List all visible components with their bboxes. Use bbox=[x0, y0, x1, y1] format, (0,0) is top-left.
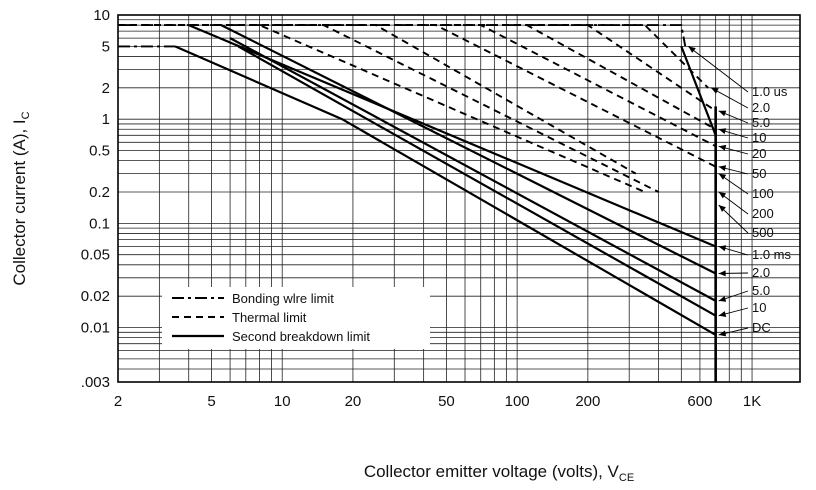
y-tick-label: 1 bbox=[102, 111, 110, 128]
label-arrowhead bbox=[718, 128, 727, 134]
label-arrowhead bbox=[718, 205, 726, 212]
curve-label: 5.0 bbox=[752, 115, 770, 130]
label-arrowhead bbox=[718, 110, 727, 117]
curve-line bbox=[118, 24, 717, 148]
x-axis-title: Collector emitter voltage (volts), VCE bbox=[364, 462, 634, 484]
x-axis-title-sub: CE bbox=[619, 472, 634, 484]
x-tick-label: 5 bbox=[207, 393, 215, 410]
label-arrowhead bbox=[688, 46, 696, 53]
y-tick-label: 0.5 bbox=[89, 143, 110, 160]
curve-line bbox=[220, 24, 717, 275]
curve-line bbox=[174, 45, 717, 336]
label-arrowhead bbox=[718, 173, 727, 180]
curve-label: DC bbox=[752, 320, 771, 335]
curve-line bbox=[229, 37, 717, 302]
legend-label: Bonding wlre limit bbox=[232, 291, 334, 306]
curve-line bbox=[118, 24, 660, 193]
y-axis-title: Collector current (A), IC bbox=[10, 111, 32, 285]
curve-label: 500 bbox=[752, 225, 774, 240]
y-tick-label: 10 bbox=[93, 7, 110, 24]
y-tick-label: 0.1 bbox=[89, 215, 110, 232]
curve-line bbox=[118, 24, 717, 168]
label-arrows bbox=[688, 46, 749, 337]
curve-line bbox=[118, 24, 687, 47]
legend-items: Bonding wlre limit Thermal limit Second br… bbox=[172, 291, 370, 344]
x-tick-label: 200 bbox=[575, 393, 600, 410]
y-tick-label: 0.05 bbox=[81, 247, 110, 264]
label-arrowhead bbox=[718, 330, 727, 337]
label-arrowhead bbox=[718, 311, 727, 317]
y-tick-labels: 10 5 2 1 0.5 0.2 0.1 0.05 0.02 0.01 .003 bbox=[81, 7, 110, 391]
curve-label: 50 bbox=[752, 166, 766, 181]
y-tick-label: 2 bbox=[102, 80, 110, 97]
curve-line bbox=[118, 24, 646, 193]
x-tick-labels: 2 5 10 20 50 100 200 600 1K bbox=[114, 393, 761, 410]
x-tick-label: 600 bbox=[687, 393, 712, 410]
y-tick-label: 0.2 bbox=[89, 184, 110, 201]
curve-label: 200 bbox=[752, 206, 774, 221]
label-arrowhead bbox=[718, 270, 726, 277]
curve-label: 10 bbox=[752, 130, 766, 145]
label-arrowhead bbox=[718, 144, 727, 151]
label-arrowhead bbox=[718, 165, 727, 172]
label-arrowhead bbox=[718, 296, 727, 302]
label-arrowhead bbox=[718, 191, 727, 199]
y-tick-label: .003 bbox=[81, 374, 110, 391]
curve-label: 10 bbox=[752, 300, 766, 315]
curve-line bbox=[237, 45, 717, 317]
y-tick-label: 5 bbox=[102, 38, 110, 55]
curve-label: 20 bbox=[752, 146, 766, 161]
curves bbox=[118, 24, 717, 382]
y-axis-title-main: Collector current (A), I bbox=[10, 119, 29, 285]
curve-label: 1.0 us bbox=[752, 84, 788, 99]
x-tick-label: 50 bbox=[438, 393, 455, 410]
label-arrowhead bbox=[711, 87, 719, 94]
x-tick-label: 20 bbox=[345, 393, 362, 410]
y-tick-label: 0.02 bbox=[81, 288, 110, 305]
x-tick-label: 10 bbox=[274, 393, 291, 410]
label-leader-line bbox=[688, 46, 749, 93]
curve-line bbox=[118, 24, 717, 131]
curve-label: 2.0 bbox=[752, 265, 770, 280]
curve-label: 2.0 bbox=[752, 100, 770, 115]
legend: Bonding wlre limit Thermal limit Second br… bbox=[162, 287, 430, 349]
legend-label: Thermal limit bbox=[232, 310, 307, 325]
legend-label: Second breakdown limit bbox=[232, 329, 370, 344]
curve-label: 5.0 bbox=[752, 283, 770, 298]
curve-line bbox=[118, 24, 637, 175]
x-tick-label: 2 bbox=[114, 393, 122, 410]
y-axis-title-sub: C bbox=[20, 111, 32, 119]
curve-label: 100 bbox=[752, 186, 774, 201]
x-tick-label: 1K bbox=[743, 393, 761, 410]
y-tick-label: 0.01 bbox=[81, 320, 110, 337]
curve-label: 1.0 ms bbox=[752, 247, 792, 262]
label-arrowhead bbox=[718, 245, 727, 252]
x-axis-title-main: Collector emitter voltage (volts), V bbox=[364, 462, 620, 481]
x-tick-label: 100 bbox=[505, 393, 530, 410]
plot-frame bbox=[117, 14, 801, 383]
